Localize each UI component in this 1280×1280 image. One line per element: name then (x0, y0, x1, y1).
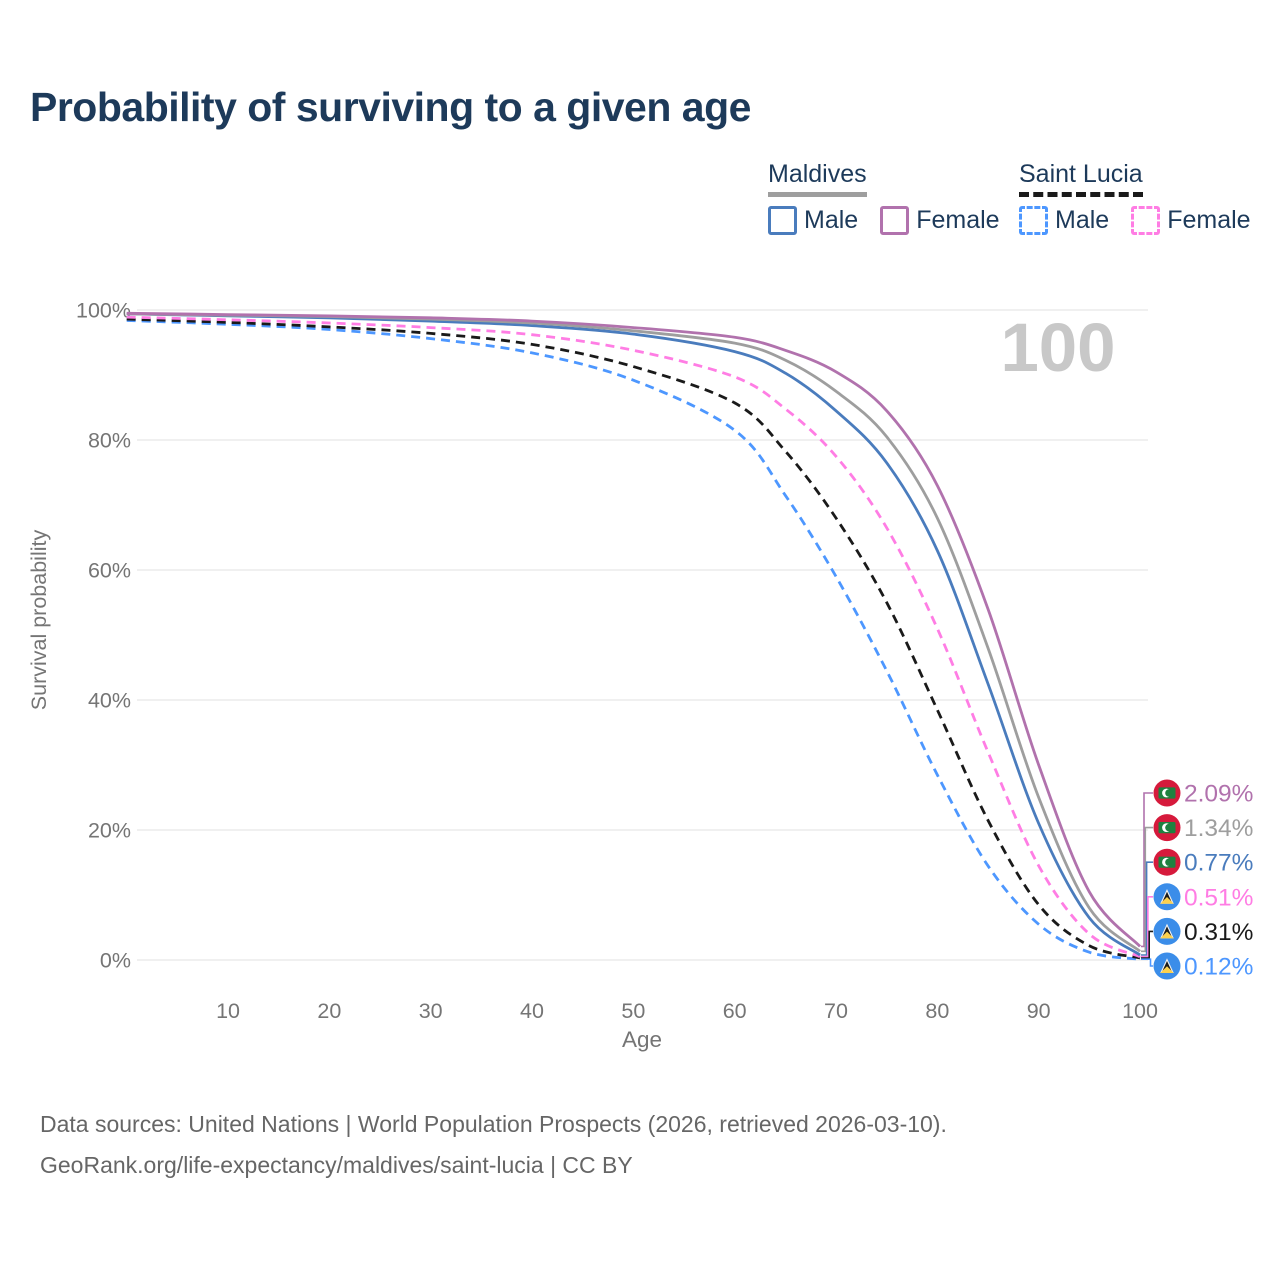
curve-maldives-both[interactable] (126, 312, 1141, 953)
y-tick-label: 20% (88, 819, 131, 843)
legend-items-maldives: Male Female (768, 206, 1022, 235)
x-axis-title: Age (622, 1027, 662, 1052)
legend-country-saint-lucia[interactable]: Saint Lucia (1019, 160, 1143, 197)
x-tick-label: 20 (317, 999, 341, 1023)
attribution-line: GeoRank.org/life-expectancy/maldives/sai… (40, 1152, 633, 1178)
curve-saint-lucia-female[interactable] (126, 315, 1141, 959)
x-tick-label: 100 (1122, 999, 1158, 1023)
x-tick-label: 60 (723, 999, 747, 1023)
legend-item-saint-lucia-male[interactable]: Male (1019, 206, 1109, 235)
footer: Data sources: United Nations | World Pop… (40, 1104, 947, 1186)
page-title: Probability of surviving to a given age (30, 84, 751, 130)
endpoint-value-maldives-female[interactable]: 2.09% (1184, 781, 1253, 808)
legend-item-label: Male (1055, 206, 1110, 234)
x-tick-label: 30 (419, 999, 443, 1023)
endpoint-value-maldives-both[interactable]: 1.34% (1184, 815, 1253, 842)
legend-item-maldives-female[interactable]: Female (880, 206, 1000, 235)
saint-lucia-male-swatch-icon (1019, 206, 1048, 235)
x-tick-label: 70 (824, 999, 848, 1023)
endpoint-value-saint-lucia-female[interactable]: 0.51% (1184, 884, 1253, 911)
legend-item-label: Female (916, 206, 1000, 234)
maldives-female-swatch-icon (880, 206, 910, 235)
legend-group-saint-lucia: Saint Lucia Male Female (1019, 160, 1273, 235)
x-tick-label: 50 (621, 999, 645, 1023)
x-tick-label: 90 (1027, 999, 1051, 1023)
y-tick-label: 0% (100, 949, 131, 973)
endpoint-leader-saint-lucia-both (1141, 930, 1153, 959)
endpoint-value-maldives-male[interactable]: 0.77% (1184, 850, 1253, 877)
saint-lucia-flag-icon-yellow-triangle (1160, 897, 1174, 904)
endpoint-leader-maldives-male (1141, 861, 1153, 956)
y-tick-label: 40% (88, 689, 131, 713)
y-tick-label: 80% (88, 429, 131, 453)
endpoint-value-saint-lucia-male[interactable]: 0.12% (1184, 954, 1253, 981)
curve-saint-lucia-male[interactable] (126, 319, 1141, 961)
x-tick-label: 10 (216, 999, 240, 1023)
endpoint-leader-maldives-both (1141, 826, 1153, 953)
curve-maldives-female[interactable] (126, 311, 1142, 948)
data-source-line: Data sources: United Nations | World Pop… (40, 1111, 947, 1137)
x-tick-label: 80 (925, 999, 949, 1023)
x-tick-label: 40 (520, 999, 544, 1023)
legend-item-saint-lucia-female[interactable]: Female (1131, 206, 1251, 235)
curve-maldives-male[interactable] (126, 312, 1141, 957)
y-tick-label: 100% (76, 299, 131, 323)
endpoint-leader-saint-lucia-female (1141, 896, 1153, 958)
age-watermark: 100 (1000, 309, 1115, 386)
saint-lucia-flag-icon-yellow-triangle (1160, 966, 1174, 973)
legend-item-label: Male (804, 206, 859, 234)
endpoint-value-saint-lucia-both[interactable]: 0.31% (1184, 919, 1253, 946)
legend-country-maldives[interactable]: Maldives (768, 160, 867, 197)
curve-saint-lucia-both[interactable] (126, 317, 1141, 960)
endpoint-leader-saint-lucia-male (1141, 958, 1153, 967)
maldives-male-swatch-icon (768, 206, 797, 235)
legend-group-maldives: Maldives Male Female (768, 160, 1022, 235)
y-axis-title: Survival probability (27, 530, 51, 711)
saint-lucia-female-swatch-icon (1131, 206, 1161, 235)
endpoint-leader-maldives-female (1141, 792, 1153, 948)
maldives-flag-icon-crescent-cut (1165, 823, 1173, 832)
legend-item-maldives-male[interactable]: Male (768, 206, 858, 235)
maldives-flag-icon-crescent-cut (1165, 858, 1173, 866)
legend-item-label: Female (1167, 206, 1251, 234)
y-tick-label: 60% (88, 559, 131, 583)
maldives-flag-icon-crescent-cut (1165, 789, 1173, 797)
legend-items-saint-lucia: Male Female (1019, 206, 1273, 235)
saint-lucia-flag-icon-yellow-triangle (1160, 931, 1174, 939)
